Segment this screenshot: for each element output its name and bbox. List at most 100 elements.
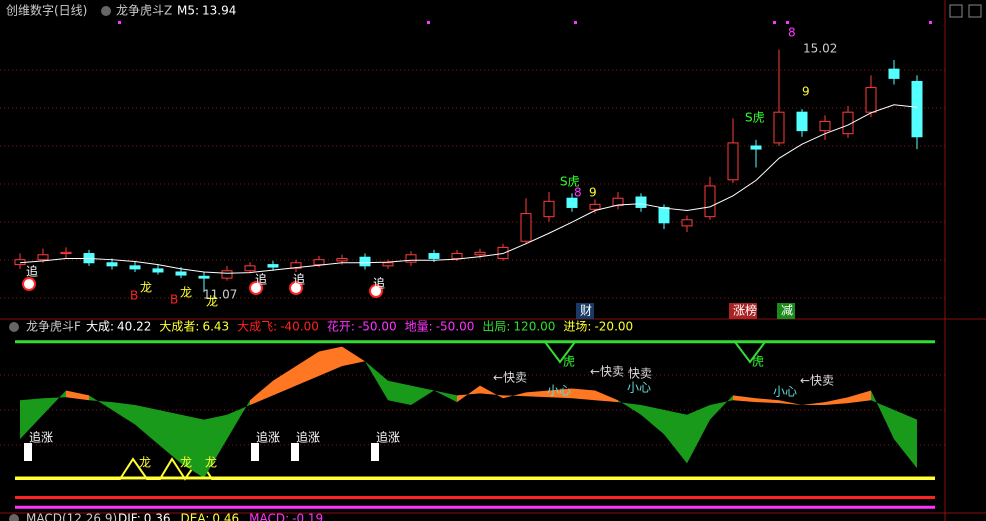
annotation: 8: [574, 186, 582, 200]
band-segment: [871, 390, 894, 440]
level-value: 120.00: [513, 320, 555, 334]
annotation: ←快卖: [800, 374, 834, 388]
candle-body: [750, 145, 762, 150]
annotation: 8: [788, 26, 796, 40]
candle-body: [612, 197, 624, 207]
indicator-name: 龙争虎斗Z: [116, 4, 172, 18]
level-name: 出局:: [482, 320, 510, 334]
annotation: 追: [293, 272, 305, 287]
annotation: 小心: [627, 381, 651, 395]
level-name: 进场:: [563, 320, 591, 334]
indicator-name: 龙争虎斗F: [26, 320, 81, 334]
annotation: 15.02: [803, 42, 837, 56]
band-segment: [664, 409, 687, 464]
annotation: 减: [781, 304, 793, 318]
annotation: 追涨: [376, 430, 400, 445]
candle-body: [152, 268, 164, 273]
annotation: 追: [255, 272, 267, 287]
annotation: 11.07: [203, 288, 237, 302]
band-segment: [434, 390, 457, 403]
annotation: 龙: [180, 456, 192, 470]
annotation: 财: [580, 304, 592, 318]
band-segment: [342, 346, 365, 367]
candle-body: [336, 257, 348, 262]
level-name: 花开:: [327, 319, 355, 334]
band-segment: [66, 390, 89, 401]
indicator-toggle[interactable]: [101, 6, 111, 16]
stock-name: 创维数字(日线): [6, 3, 87, 18]
candle-body: [221, 270, 233, 279]
ma-value: 13.94: [202, 4, 236, 18]
annotation: 龙: [206, 295, 218, 309]
candle-body: [129, 265, 141, 270]
candle-body: [796, 111, 808, 132]
band-segment: [411, 385, 434, 406]
annotation: 龙: [205, 456, 217, 470]
level-value: -20.00: [594, 320, 633, 334]
collapse-button[interactable]: [949, 4, 963, 18]
tag-background: [729, 303, 757, 319]
band-segment: [825, 397, 848, 406]
level-value: -50.00: [436, 320, 475, 334]
candle-body: [865, 87, 877, 113]
band-segment: [641, 405, 664, 435]
annotation: ←快卖: [493, 371, 527, 385]
candle-body: [474, 251, 486, 256]
candle-body: [911, 80, 923, 138]
band-segment: [158, 409, 181, 464]
annotation: 9: [589, 186, 597, 200]
band-segment: [802, 402, 825, 406]
band-segment: [503, 392, 526, 399]
candle-body: [658, 206, 670, 224]
candle-body: [37, 254, 49, 261]
annotation: 虎: [752, 355, 764, 369]
band-segment: [733, 395, 756, 403]
tag-background: [576, 303, 594, 319]
candle-body: [589, 203, 601, 210]
annotation: 虎: [563, 355, 575, 369]
band-segment: [572, 388, 595, 401]
buy-icons: [22, 277, 383, 298]
candle-body: [175, 271, 187, 276]
close-button[interactable]: [968, 4, 982, 18]
band-segment: [204, 414, 227, 479]
macd-value: 0.36: [144, 512, 171, 521]
candle-body: [497, 246, 509, 259]
candle-body: [819, 120, 831, 132]
annotation: 龙: [140, 281, 152, 295]
candle-body: [773, 111, 785, 144]
candle-body: [520, 213, 532, 242]
macd-value: -0.19: [292, 512, 323, 521]
band-segment: [687, 405, 710, 464]
annotation: 龙: [139, 456, 151, 470]
annotation: B: [170, 293, 178, 307]
candle-body: [566, 197, 578, 208]
level-value: 40.22: [117, 320, 151, 334]
candle-body: [106, 262, 118, 267]
band-segment: [135, 405, 158, 444]
candle-body: [359, 256, 371, 267]
candle-body: [451, 253, 463, 259]
level-name: 地量:: [405, 320, 433, 334]
annotation: S虎: [560, 175, 580, 189]
level-name: 大成飞:: [237, 320, 277, 334]
annotation: 涨榜: [733, 303, 757, 318]
level-name: 大成者:: [159, 320, 199, 334]
annotation: B: [130, 289, 138, 303]
band-segment: [319, 346, 342, 376]
indicator-toggle[interactable]: [9, 514, 19, 521]
band-segment: [20, 398, 43, 440]
band-segment: [89, 395, 112, 410]
macd-value: 0.46: [212, 512, 239, 521]
candle-body: [428, 253, 440, 259]
band-segment: [526, 390, 549, 398]
candle-body: [405, 254, 417, 263]
candle-body: [290, 262, 302, 269]
band-segment: [388, 380, 411, 406]
annotation: 龙: [180, 286, 192, 300]
band-segment: [549, 388, 572, 399]
indicator-toggle[interactable]: [9, 322, 19, 332]
band-segment: [894, 409, 917, 469]
chase-bars: [24, 443, 379, 461]
